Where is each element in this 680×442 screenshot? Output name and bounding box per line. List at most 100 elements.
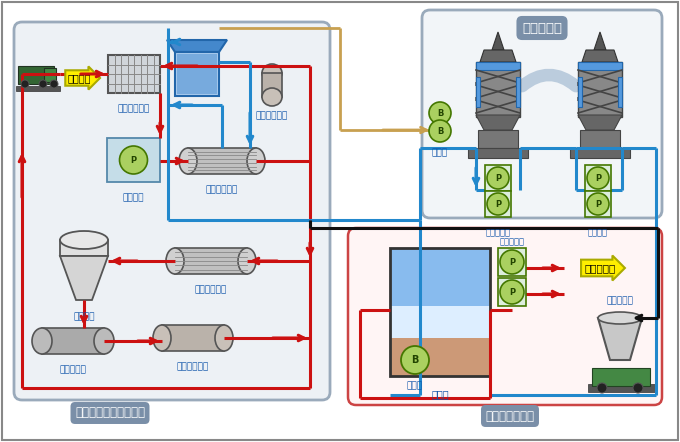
Bar	[390, 248, 490, 376]
Bar	[18, 66, 54, 84]
Bar	[585, 191, 611, 217]
FancyBboxPatch shape	[422, 10, 662, 218]
Bar	[107, 138, 160, 182]
Bar	[390, 338, 490, 376]
Bar	[108, 55, 160, 93]
Bar	[177, 54, 217, 94]
Circle shape	[500, 280, 524, 304]
Bar	[468, 148, 528, 158]
Circle shape	[50, 80, 58, 88]
Bar	[570, 148, 630, 158]
Circle shape	[120, 146, 148, 174]
Text: 침사물콘베어: 침사물콘베어	[177, 362, 209, 371]
Bar	[478, 130, 518, 148]
Bar	[476, 77, 480, 107]
Text: B: B	[437, 126, 443, 136]
Polygon shape	[476, 115, 520, 130]
Circle shape	[587, 167, 609, 189]
Circle shape	[39, 80, 47, 88]
Polygon shape	[480, 50, 516, 62]
Text: P: P	[131, 156, 137, 165]
Text: 원심분리기: 원심분리기	[60, 365, 86, 374]
Text: B: B	[411, 355, 419, 365]
Text: 탈취시스템: 탈취시스템	[522, 22, 562, 34]
Circle shape	[633, 383, 643, 393]
Ellipse shape	[238, 248, 256, 274]
Ellipse shape	[262, 64, 282, 82]
Text: P: P	[509, 288, 515, 297]
Bar	[578, 62, 622, 117]
Ellipse shape	[262, 88, 282, 106]
Polygon shape	[582, 50, 618, 62]
Polygon shape	[492, 32, 504, 50]
Bar	[175, 52, 219, 96]
Bar	[585, 165, 611, 191]
Polygon shape	[594, 32, 606, 50]
Text: 수세정펌프: 수세정펌프	[486, 228, 511, 237]
Ellipse shape	[153, 325, 171, 351]
Bar	[262, 73, 282, 97]
Ellipse shape	[94, 328, 114, 354]
Bar	[175, 248, 247, 274]
Circle shape	[429, 120, 451, 142]
Text: 중계조펌프: 중계조펌프	[500, 237, 524, 246]
Ellipse shape	[60, 231, 108, 249]
Bar	[618, 77, 622, 107]
Text: 하수처리장: 하수처리장	[584, 263, 615, 273]
FancyBboxPatch shape	[348, 228, 662, 405]
Text: 분뇨이송시스템: 분뇨이송시스템	[486, 409, 534, 423]
Ellipse shape	[247, 148, 265, 174]
Text: 중계조: 중계조	[431, 389, 449, 399]
Text: 브로와: 브로와	[407, 381, 423, 390]
Bar	[390, 248, 490, 305]
Polygon shape	[578, 115, 622, 130]
Text: P: P	[595, 174, 601, 183]
Text: 싸이클론: 싸이클론	[73, 312, 95, 321]
Bar	[60, 240, 108, 256]
Bar	[580, 130, 620, 148]
Ellipse shape	[215, 325, 233, 351]
Circle shape	[487, 167, 509, 189]
Ellipse shape	[598, 312, 642, 324]
Text: 협잡물호퍼: 협잡물호퍼	[607, 296, 634, 305]
Polygon shape	[60, 256, 108, 300]
Circle shape	[429, 102, 451, 124]
Bar	[578, 77, 582, 107]
Bar	[44, 68, 56, 82]
Bar	[588, 384, 656, 392]
Circle shape	[500, 250, 524, 274]
Bar	[498, 278, 526, 306]
Text: 스크롤프레스: 스크롤프레스	[206, 185, 238, 194]
Text: 협잡물종합처리시스템: 협잡물종합처리시스템	[75, 407, 145, 419]
Bar	[516, 77, 520, 107]
Polygon shape	[167, 40, 227, 52]
Bar	[188, 148, 256, 174]
Text: 협잡물콘베어: 협잡물콘베어	[256, 111, 288, 120]
Text: 송풍기: 송풍기	[432, 148, 448, 157]
Circle shape	[597, 383, 607, 393]
Circle shape	[21, 80, 29, 88]
Text: 웨자바스크린: 웨자바스크린	[195, 285, 227, 294]
Bar	[390, 305, 490, 338]
Bar	[476, 62, 520, 70]
Bar	[16, 86, 60, 91]
Text: 제사펌프: 제사펌프	[123, 193, 144, 202]
Text: P: P	[509, 258, 515, 267]
Bar	[162, 325, 224, 351]
Text: 약품펌프: 약품펌프	[588, 228, 608, 237]
Bar	[485, 165, 511, 191]
Ellipse shape	[32, 328, 52, 354]
Text: P: P	[495, 174, 501, 183]
Bar	[485, 191, 511, 217]
Bar	[42, 328, 104, 354]
Bar	[476, 62, 520, 117]
Bar	[498, 248, 526, 276]
Circle shape	[587, 193, 609, 215]
Text: P: P	[495, 200, 501, 209]
Ellipse shape	[179, 148, 197, 174]
Text: 로타리스크린: 로타리스크린	[118, 104, 150, 113]
Text: P: P	[595, 200, 601, 209]
Ellipse shape	[166, 248, 184, 274]
Polygon shape	[598, 318, 642, 360]
Text: 분뇨투입: 분뇨투입	[68, 73, 92, 83]
